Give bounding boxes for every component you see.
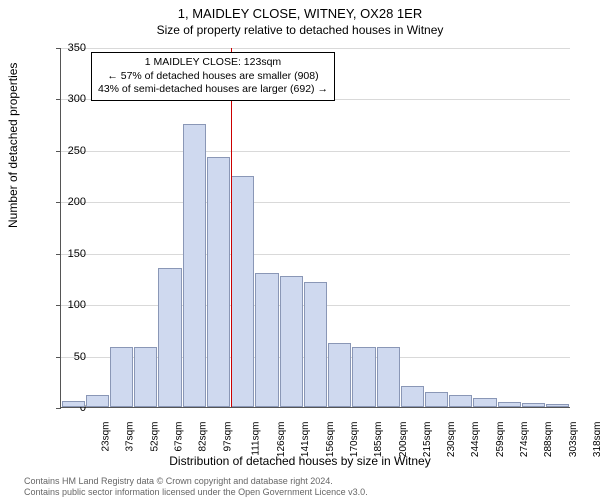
xtick-label: 52sqm [149, 422, 160, 452]
histogram-bar [498, 402, 521, 407]
histogram-bar [183, 124, 206, 407]
xtick-label: 215sqm [422, 422, 433, 458]
xtick-label: 97sqm [222, 422, 233, 452]
info-line-1: 1 MAIDLEY CLOSE: 123sqm [98, 56, 328, 70]
xtick-label: 185sqm [373, 422, 384, 458]
histogram-bar [110, 347, 133, 407]
xtick-label: 156sqm [325, 422, 336, 458]
chart-title: 1, MAIDLEY CLOSE, WITNEY, OX28 1ER [0, 6, 600, 21]
histogram-bar [473, 398, 496, 407]
xtick-label: 37sqm [125, 422, 136, 452]
histogram-bar [328, 343, 351, 407]
info-line-2: ← 57% of detached houses are smaller (90… [98, 70, 328, 84]
histogram-bar [207, 157, 230, 407]
histogram-bars [61, 48, 570, 407]
histogram-bar [304, 282, 327, 407]
xtick-label: 318sqm [592, 422, 600, 458]
xtick-label: 303sqm [568, 422, 579, 458]
xtick-label: 288sqm [543, 422, 554, 458]
histogram-bar [352, 347, 375, 407]
histogram-bar [449, 395, 472, 407]
histogram-bar [546, 404, 569, 407]
chart-subtitle: Size of property relative to detached ho… [0, 23, 600, 37]
xtick-label: 244sqm [471, 422, 482, 458]
histogram-bar [231, 176, 254, 407]
xtick-label: 141sqm [301, 422, 312, 458]
info-box: 1 MAIDLEY CLOSE: 123sqm ← 57% of detache… [91, 52, 335, 101]
histogram-bar [401, 386, 424, 407]
histogram-bar [522, 403, 545, 407]
plot-area: 1 MAIDLEY CLOSE: 123sqm ← 57% of detache… [60, 48, 570, 408]
footer-line-1: Contains HM Land Registry data © Crown c… [24, 476, 368, 487]
xtick-label: 111sqm [250, 422, 261, 456]
footer-line-2: Contains public sector information licen… [24, 487, 368, 498]
histogram-bar [255, 273, 278, 407]
histogram-bar [62, 401, 85, 407]
xtick-label: 200sqm [398, 422, 409, 458]
xtick-label: 170sqm [349, 422, 360, 458]
footer: Contains HM Land Registry data © Crown c… [24, 476, 368, 499]
y-axis-label: Number of detached properties [6, 63, 20, 228]
xtick-label: 67sqm [174, 422, 185, 452]
xtick-label: 126sqm [276, 422, 287, 458]
histogram-bar [377, 347, 400, 407]
histogram-bar [86, 395, 109, 407]
histogram-bar [134, 347, 157, 407]
reference-line [231, 48, 232, 407]
xtick-label: 82sqm [198, 422, 209, 452]
histogram-bar [425, 392, 448, 407]
info-line-3: 43% of semi-detached houses are larger (… [98, 83, 328, 97]
xtick-label: 274sqm [519, 422, 530, 458]
xtick-label: 23sqm [101, 422, 112, 452]
histogram-bar [158, 268, 181, 407]
xtick-label: 230sqm [446, 422, 457, 458]
histogram-bar [280, 276, 303, 407]
xtick-label: 259sqm [495, 422, 506, 458]
